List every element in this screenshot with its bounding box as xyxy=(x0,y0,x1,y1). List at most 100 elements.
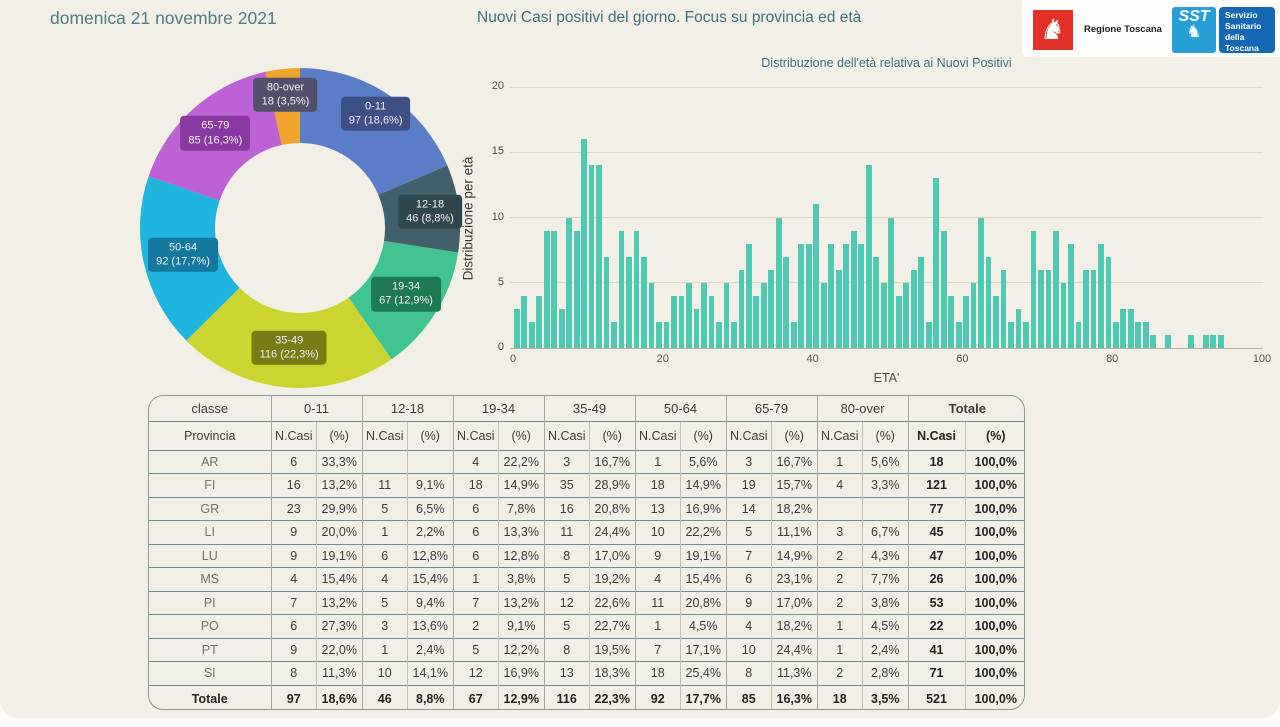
hist-bar-age-51 xyxy=(895,295,902,348)
table-cell: 16,7% xyxy=(589,449,635,474)
hist-bar-age-17 xyxy=(641,256,647,348)
donut-label-65-79: 65-79 85 (16,3%) xyxy=(180,116,251,151)
table-cell: 9 xyxy=(725,590,772,615)
table-cell: 33,3% xyxy=(316,449,362,474)
table-cell: 13,2% xyxy=(316,473,362,497)
table-cell: 2,2% xyxy=(407,520,453,544)
table-row-LU: LU 9 19,1% 6 12,8% 6 12,8% 8 17,0% 9 19,1% 7 14,9% 2 4… xyxy=(149,543,1024,568)
table-cell xyxy=(816,496,863,521)
table-cell: 92 xyxy=(634,684,681,709)
sub-header-ncasi: N.Casi xyxy=(634,420,681,450)
table-cell: 29,9% xyxy=(316,496,362,521)
table-cell: 1 xyxy=(361,637,408,662)
table-cell: 5 xyxy=(543,567,590,591)
table-cell: 7 xyxy=(270,590,317,615)
hist-bar-age-73 xyxy=(1060,282,1067,348)
sub-header-ncasi: N.Casi xyxy=(543,420,590,450)
hist-bar-age-39 xyxy=(805,243,812,348)
hist-bar-age-90 xyxy=(1187,334,1194,348)
hist-bar-age-7 xyxy=(566,217,573,348)
table-cell: 9 xyxy=(634,543,681,568)
table-cell: 4 xyxy=(725,614,772,638)
hist-bar-age-2 xyxy=(528,321,535,348)
hist-bar-age-8 xyxy=(573,230,580,348)
table-cell: 5,6% xyxy=(680,449,726,474)
table-cell: 100,0% xyxy=(964,614,1024,638)
table-cell: 100,0% xyxy=(964,590,1024,615)
table-row-Totale: Totale 97 18,6% 46 8,8% 67 12,9% 116 22,3% 92 17,7… xyxy=(149,684,1024,709)
table-cell: 5 xyxy=(361,590,408,615)
pegasus-icon: ♞ xyxy=(1186,22,1202,42)
hist-bar-age-71 xyxy=(1045,269,1052,348)
province-label: Totale xyxy=(149,684,271,709)
donut-label-value: 85 (16,3%) xyxy=(188,134,243,147)
table-cell: 16 xyxy=(270,473,317,497)
table-cell: 9,1% xyxy=(498,614,544,638)
table-cell: 4,3% xyxy=(862,543,909,568)
table-cell: 22,0% xyxy=(316,637,362,662)
table-cell: 2 xyxy=(816,590,863,615)
table-cell: 100,0% xyxy=(964,496,1024,521)
table-cell: 2,8% xyxy=(862,661,909,685)
sub-header-pct: (%) xyxy=(771,420,817,450)
hist-bar-age-49 xyxy=(880,282,887,348)
hist-bar-age-23 xyxy=(686,282,692,348)
hist-bar-age-24 xyxy=(693,308,700,348)
table-cell: 20,8% xyxy=(680,590,726,615)
hist-bar-age-30 xyxy=(738,269,745,348)
table-cell: 16,9% xyxy=(680,496,726,521)
table-cell: 1 xyxy=(816,449,863,474)
hist-bar-age-77 xyxy=(1090,269,1097,348)
hist-bar-age-60 xyxy=(963,295,969,348)
province-label: FI xyxy=(149,473,271,497)
hist-bar-age-12 xyxy=(603,256,610,348)
x-tick-label: 20 xyxy=(656,353,669,365)
date-title: domenica 21 novembre 2021 xyxy=(50,8,277,28)
y-tick-label: 5 xyxy=(497,275,504,288)
province-label: PI xyxy=(149,590,271,615)
sst-caption-line: Sanitario xyxy=(1225,21,1262,32)
table-cell: 4 xyxy=(452,449,499,474)
hist-bar-age-50 xyxy=(888,217,895,348)
province-label: SI xyxy=(149,661,271,685)
sub-header-ncasi: N.Casi xyxy=(816,420,863,450)
table-cell: 8 xyxy=(725,661,772,685)
table-cell: 9 xyxy=(270,637,317,662)
hist-bar-age-3 xyxy=(536,295,543,348)
table-cell: 77 xyxy=(907,496,966,521)
pegasus-icon: ♞ xyxy=(1040,13,1066,46)
hist-bar-age-29 xyxy=(731,321,737,348)
table-cell: 17,0% xyxy=(771,590,817,615)
table-cell: 11 xyxy=(543,520,590,544)
hist-bar-age-54 xyxy=(918,256,925,348)
donut-label-value: 92 (17,7%) xyxy=(156,255,210,268)
hist-bar-age-4 xyxy=(543,230,550,348)
table-cell: 116 xyxy=(543,684,590,709)
table-cell: 1 xyxy=(361,520,408,544)
table-cell: 6 xyxy=(270,614,317,638)
sub-header-ncasi: N.Casi xyxy=(725,420,772,450)
table-row-GR: GR 23 29,9% 5 6,5% 6 7,8% 16 20,8% 13 16,9% 14 18,2%… xyxy=(149,496,1024,521)
hist-bar-age-44 xyxy=(843,243,850,348)
table-cell: 3,5% xyxy=(862,684,909,709)
table-cell xyxy=(361,449,408,474)
hist-bar-age-43 xyxy=(835,269,842,348)
table-cell: 14,9% xyxy=(498,473,544,497)
hist-bar-age-70 xyxy=(1038,269,1044,348)
age-histogram: 0 5 10 15 20 0 20 40 60 80 100 xyxy=(492,80,1271,365)
table-cell: 47 xyxy=(907,543,966,568)
sst-caption-line: Toscana xyxy=(1225,43,1259,54)
hist-bar-age-26 xyxy=(708,295,715,348)
gridline-y0 xyxy=(510,347,1263,349)
donut-label-19-34: 19-34 67 (12,9%) xyxy=(371,276,441,312)
table-cell: 19,1% xyxy=(316,543,362,568)
table-cell: 22,2% xyxy=(498,449,544,474)
table-cell: 100,0% xyxy=(964,637,1024,662)
donut-slice-0-11 xyxy=(300,68,448,195)
table-cell: 11,3% xyxy=(316,661,362,685)
table-cell: 15,4% xyxy=(316,567,362,591)
hist-bar-age-68 xyxy=(1023,321,1029,348)
table-cell: 12 xyxy=(452,661,499,685)
table-cell: 18 xyxy=(634,473,681,497)
sub-header-pct: (%) xyxy=(498,420,544,450)
